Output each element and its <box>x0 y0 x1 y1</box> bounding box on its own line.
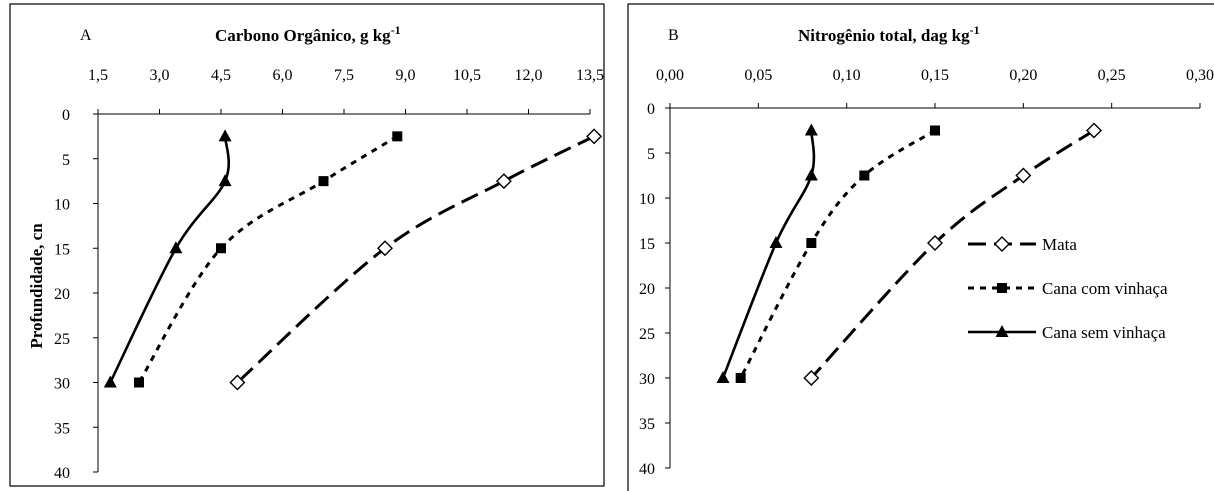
panel-b-title: Nitrogênio total, dag kg-1 <box>798 23 980 45</box>
panel-b-data-point <box>859 170 870 181</box>
panel-a-y-tick-label: 40 <box>54 465 70 482</box>
panel-b-title-sup: -1 <box>970 23 980 37</box>
panel-a-y-tick-label: 20 <box>54 286 70 303</box>
panel-b-data-point <box>1015 167 1032 184</box>
panel-b-y-tick-label: 40 <box>639 461 655 478</box>
panel-b-series-line-3 <box>721 130 816 379</box>
panel-b-y-tick-label: 30 <box>639 371 655 388</box>
panel-a-y-tick-label: 30 <box>54 376 70 393</box>
legend-label-2: Cana com vinhaça <box>1042 279 1168 298</box>
panel-a-x-tick-label: 7,5 <box>334 67 354 84</box>
panel-a-y-tick-label: 0 <box>62 107 70 124</box>
panel-a-y-tick-label: 35 <box>54 420 70 437</box>
panel-a-title: Carbono Orgânico, g kg-1 <box>215 23 401 45</box>
panel-a-axes: 1,5 3,0 4,5 6,0 7,5 9,0 10,5 12,0 13,5 0 5 10 15 20 25… <box>54 67 604 482</box>
panel-a-x-tick-label: 9,0 <box>396 67 416 84</box>
panel-a-series-line-2 <box>137 135 399 384</box>
panel-b-series-line-2 <box>739 129 936 379</box>
panel-b-y-tick-label: 5 <box>647 146 655 163</box>
panel-b-data-point <box>803 370 820 386</box>
panel-a-data-point <box>216 243 226 254</box>
panel-a-data-point <box>218 129 232 142</box>
panel-a-data-point <box>377 240 393 257</box>
panel-a-x-tick-label: 4,5 <box>211 67 231 84</box>
chart-panel-b: B Nitrogênio total, dag kg-1 0,00 0,05 0,1… <box>627 3 1214 491</box>
panel-a-title-sup: -1 <box>391 23 401 37</box>
panel-b-y-tick-label: 20 <box>639 281 655 298</box>
panel-b-data-point <box>769 236 783 248</box>
panel-a-data-point <box>229 374 246 391</box>
panel-b-y-tick-label: 35 <box>639 416 655 433</box>
panel-a-y-tick-label: 5 <box>62 152 70 169</box>
panel-a-x-tick-label: 6,0 <box>273 67 293 84</box>
panel-b-data-point <box>804 168 818 181</box>
panel-a-data-point <box>495 173 512 190</box>
chart-panel-a: A Carbono Orgânico, g kg-1 Profundidade,… <box>9 3 605 487</box>
panel-b-data-point <box>930 125 940 136</box>
panel-b-x-tick-label: 0,15 <box>921 67 949 84</box>
panel-b-axes: 0,00 0,05 0,10 0,15 0,20 0,25 0,30 0 5 10 15 20 25 30… <box>639 67 1214 478</box>
panel-a-data-point <box>134 377 144 388</box>
panel-b-data-point <box>927 235 943 251</box>
panel-a-letter: A <box>80 27 92 44</box>
panel-a-y-tick-label: 25 <box>54 331 70 348</box>
panel-b-letter: B <box>668 27 679 44</box>
panel-b-x-tick-label: 0,05 <box>744 67 772 84</box>
panel-b-y-tick-label: 15 <box>639 236 655 253</box>
panel-b-data-point <box>806 238 817 248</box>
legend-label-1: Mata <box>1042 235 1077 254</box>
panel-b-y-tick-label: 10 <box>639 191 655 208</box>
panel-a-x-tick-label: 10,5 <box>453 67 481 84</box>
panel-b-data-point <box>716 371 730 383</box>
panel-b-series-line-1 <box>810 129 1095 380</box>
panel-a-x-tick-label: 3,0 <box>150 67 170 84</box>
panel-b-series <box>716 122 1102 386</box>
panel-b-y-tick-label: 0 <box>647 101 655 118</box>
panel-b-data-point <box>804 123 818 136</box>
panel-a-data-point <box>318 176 329 187</box>
panel-b-y-tick-label: 25 <box>639 326 655 343</box>
panel-a-series-line-3 <box>109 136 231 384</box>
panel-b-x-tick-label: 0,00 <box>656 67 684 84</box>
panel-a-data-point <box>103 375 117 388</box>
panel-b-x-tick-label: 0,30 <box>1186 67 1214 84</box>
panel-a-series <box>103 128 603 391</box>
panel-a-x-tick-label: 13,5 <box>576 67 604 84</box>
panel-b-x-tick-label: 0,25 <box>1098 67 1126 84</box>
legend-label-3: Cana sem vinhaça <box>1042 323 1166 342</box>
panel-b-x-tick-label: 0,20 <box>1009 67 1037 84</box>
panel-b-x-tick-label: 0,10 <box>833 67 861 84</box>
panel-b-frame <box>627 3 1214 491</box>
panel-a-x-tick-label: 12,0 <box>515 67 543 84</box>
legend: Mata Cana com vinhaça Cana sem vinhaça <box>968 235 1168 342</box>
panel-a-series-line-1 <box>236 135 595 384</box>
panel-a-data-point <box>218 174 232 187</box>
panel-b-data-point <box>735 373 746 383</box>
panel-a-x-tick-label: 1,5 <box>88 67 108 84</box>
panel-b-data-point <box>1086 122 1102 139</box>
legend-marker-2 <box>997 283 1007 293</box>
panel-a-frame <box>9 3 605 487</box>
panel-a-ylabel: Profundidade, cn <box>27 223 46 349</box>
panel-a-y-tick-label: 15 <box>54 241 70 258</box>
panel-a-data-point <box>392 131 403 142</box>
panel-a-y-tick-label: 10 <box>54 197 70 214</box>
legend-marker-1 <box>994 236 1010 252</box>
panel-a-title-main: Carbono Orgânico, g kg <box>215 26 391 45</box>
legend-marker-3 <box>995 325 1009 337</box>
panel-a-data-point <box>169 241 183 254</box>
panel-a-data-point <box>586 128 603 145</box>
panel-b-title-main: Nitrogênio total, dag kg <box>798 26 970 45</box>
